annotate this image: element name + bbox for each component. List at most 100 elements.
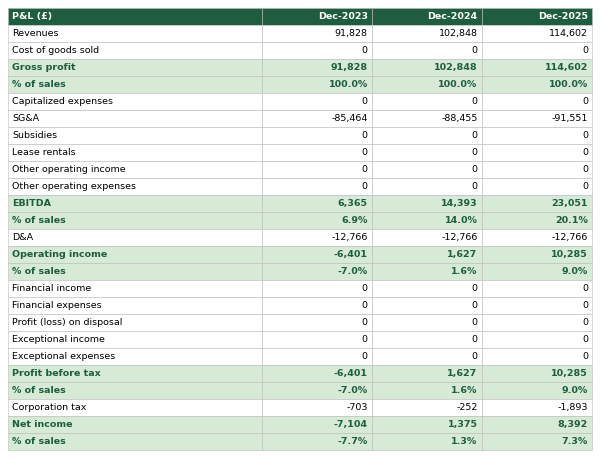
Text: 6.9%: 6.9% (341, 216, 368, 225)
FancyBboxPatch shape (8, 93, 262, 110)
Text: 1.3%: 1.3% (451, 437, 478, 446)
Text: -7,104: -7,104 (334, 420, 368, 429)
Text: 6,365: 6,365 (338, 199, 368, 208)
Text: 1.6%: 1.6% (451, 386, 478, 395)
Text: 0: 0 (362, 284, 368, 293)
FancyBboxPatch shape (262, 127, 372, 144)
Text: Exceptional income: Exceptional income (12, 335, 105, 344)
FancyBboxPatch shape (372, 246, 482, 263)
FancyBboxPatch shape (8, 76, 262, 93)
FancyBboxPatch shape (8, 433, 262, 450)
Text: -12,766: -12,766 (441, 233, 478, 242)
FancyBboxPatch shape (8, 399, 262, 416)
Text: 0: 0 (472, 335, 478, 344)
FancyBboxPatch shape (8, 331, 262, 348)
Text: 0: 0 (362, 182, 368, 191)
FancyBboxPatch shape (262, 59, 372, 76)
FancyBboxPatch shape (262, 229, 372, 246)
FancyBboxPatch shape (482, 399, 592, 416)
FancyBboxPatch shape (262, 42, 372, 59)
Text: -7.7%: -7.7% (337, 437, 368, 446)
FancyBboxPatch shape (8, 42, 262, 59)
Text: 0: 0 (582, 335, 588, 344)
FancyBboxPatch shape (482, 93, 592, 110)
Text: 10,285: 10,285 (551, 250, 588, 259)
Text: 102,848: 102,848 (434, 63, 478, 72)
Text: 0: 0 (582, 301, 588, 310)
FancyBboxPatch shape (372, 263, 482, 280)
Text: D&A: D&A (12, 233, 33, 242)
Text: -1,893: -1,893 (557, 403, 588, 412)
FancyBboxPatch shape (372, 365, 482, 382)
Text: EBITDA: EBITDA (12, 199, 51, 208)
FancyBboxPatch shape (8, 280, 262, 297)
FancyBboxPatch shape (262, 195, 372, 212)
Text: -7.0%: -7.0% (338, 386, 368, 395)
Text: 7.3%: 7.3% (562, 437, 588, 446)
FancyBboxPatch shape (482, 127, 592, 144)
Text: 0: 0 (582, 182, 588, 191)
Text: Profit before tax: Profit before tax (12, 369, 101, 378)
Text: Revenues: Revenues (12, 29, 59, 38)
FancyBboxPatch shape (372, 280, 482, 297)
Text: P&L (£): P&L (£) (12, 12, 52, 21)
FancyBboxPatch shape (482, 76, 592, 93)
Text: 102,848: 102,848 (439, 29, 478, 38)
Text: 0: 0 (582, 318, 588, 327)
FancyBboxPatch shape (8, 8, 262, 25)
FancyBboxPatch shape (482, 59, 592, 76)
FancyBboxPatch shape (372, 127, 482, 144)
Text: 1.6%: 1.6% (451, 267, 478, 276)
Text: 114,602: 114,602 (549, 29, 588, 38)
FancyBboxPatch shape (372, 110, 482, 127)
FancyBboxPatch shape (372, 416, 482, 433)
FancyBboxPatch shape (372, 59, 482, 76)
Text: 20.1%: 20.1% (555, 216, 588, 225)
FancyBboxPatch shape (262, 263, 372, 280)
Text: -12,766: -12,766 (331, 233, 368, 242)
FancyBboxPatch shape (482, 246, 592, 263)
Text: -12,766: -12,766 (551, 233, 588, 242)
FancyBboxPatch shape (262, 314, 372, 331)
Text: 0: 0 (472, 97, 478, 106)
FancyBboxPatch shape (482, 161, 592, 178)
FancyBboxPatch shape (262, 382, 372, 399)
Text: -88,455: -88,455 (441, 114, 478, 123)
FancyBboxPatch shape (372, 42, 482, 59)
FancyBboxPatch shape (8, 212, 262, 229)
FancyBboxPatch shape (8, 314, 262, 331)
FancyBboxPatch shape (372, 399, 482, 416)
Text: 0: 0 (472, 301, 478, 310)
Text: 100.0%: 100.0% (328, 80, 368, 89)
FancyBboxPatch shape (482, 348, 592, 365)
FancyBboxPatch shape (8, 348, 262, 365)
Text: Profit (loss) on disposal: Profit (loss) on disposal (12, 318, 122, 327)
FancyBboxPatch shape (372, 93, 482, 110)
FancyBboxPatch shape (262, 280, 372, 297)
FancyBboxPatch shape (262, 246, 372, 263)
FancyBboxPatch shape (482, 42, 592, 59)
Text: 0: 0 (362, 352, 368, 361)
FancyBboxPatch shape (482, 331, 592, 348)
Text: -7.0%: -7.0% (338, 267, 368, 276)
FancyBboxPatch shape (482, 212, 592, 229)
Text: Financial income: Financial income (12, 284, 91, 293)
FancyBboxPatch shape (482, 25, 592, 42)
FancyBboxPatch shape (262, 110, 372, 127)
FancyBboxPatch shape (8, 144, 262, 161)
FancyBboxPatch shape (372, 144, 482, 161)
Text: 114,602: 114,602 (545, 63, 588, 72)
Text: 91,828: 91,828 (335, 29, 368, 38)
Text: Corporation tax: Corporation tax (12, 403, 86, 412)
FancyBboxPatch shape (482, 8, 592, 25)
Text: % of sales: % of sales (12, 267, 66, 276)
Text: 0: 0 (582, 46, 588, 55)
FancyBboxPatch shape (8, 246, 262, 263)
Text: 0: 0 (362, 97, 368, 106)
FancyBboxPatch shape (482, 365, 592, 382)
Text: 91,828: 91,828 (331, 63, 368, 72)
Text: 0: 0 (362, 131, 368, 140)
FancyBboxPatch shape (262, 348, 372, 365)
Text: 1,627: 1,627 (447, 369, 478, 378)
FancyBboxPatch shape (372, 297, 482, 314)
